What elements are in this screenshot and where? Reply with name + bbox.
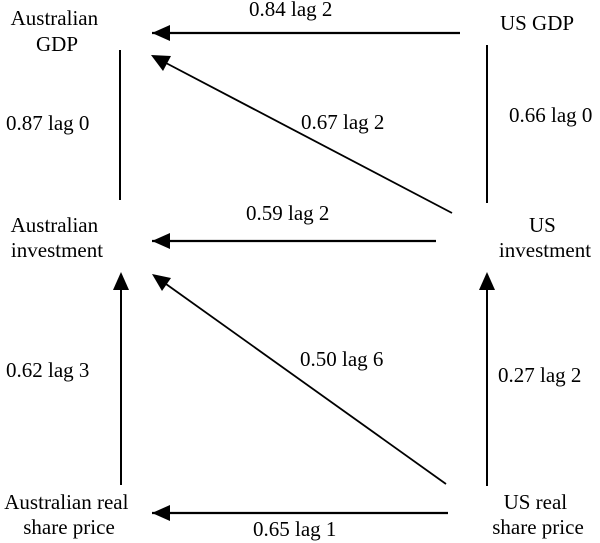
- arrowhead-us-investment-to-aus-investment: [152, 233, 170, 249]
- node-aus-investment: Australian investment: [11, 213, 104, 262]
- node-us-gdp: US GDP: [500, 11, 574, 35]
- node-aus-investment-line1: Australian: [11, 213, 99, 237]
- node-aus-share-price: Australian real share price: [4, 490, 133, 539]
- label-us-share-to-aus-share: 0.65 lag 1: [253, 517, 336, 541]
- node-aus-investment-line2: investment: [11, 238, 103, 262]
- node-us-share-price-line1: US real: [504, 490, 568, 514]
- node-aus-gdp-line2: GDP: [36, 32, 78, 56]
- label-us-investment-to-aus-gdp: 0.67 lag 2: [301, 110, 384, 134]
- node-us-investment-line2: investment: [499, 238, 591, 262]
- node-us-share-price: US real share price: [492, 490, 584, 539]
- label-aus-share-to-aus-investment: 0.62 lag 3: [6, 358, 89, 382]
- arrowhead-us-share-to-aus-share: [152, 505, 170, 521]
- label-us-gdp-us-investment: 0.66 lag 0: [509, 103, 592, 127]
- label-aus-gdp-aus-investment: 0.87 lag 0: [6, 111, 89, 135]
- arrowhead-us-investment-to-aus-gdp: [151, 55, 171, 71]
- node-us-investment: US investment: [499, 213, 591, 262]
- arrowhead-us-gdp-to-aus-gdp: [152, 25, 170, 41]
- arrowhead-us-share-to-aus-investment: [152, 274, 171, 291]
- node-us-investment-line1: US: [529, 213, 556, 237]
- node-aus-share-price-line1: Australian real: [4, 490, 128, 514]
- arrow-us-investment-to-aus-gdp: [165, 62, 453, 214]
- arrowhead-us-share-to-us-investment: [479, 272, 495, 290]
- arrow-us-share-to-aus-investment: [165, 283, 447, 485]
- node-aus-share-price-line2: share price: [23, 515, 115, 539]
- node-aus-gdp-line1: Australian: [11, 6, 99, 30]
- node-aus-gdp: Australian GDP: [11, 6, 104, 56]
- label-us-share-to-us-investment: 0.27 lag 2: [498, 363, 581, 387]
- label-us-investment-to-aus-investment: 0.59 lag 2: [246, 201, 329, 225]
- node-us-share-price-line2: share price: [492, 515, 584, 539]
- label-us-gdp-to-aus-gdp: 0.84 lag 2: [249, 0, 332, 21]
- arrowhead-aus-share-to-aus-investment: [113, 272, 129, 290]
- label-us-share-to-aus-investment: 0.50 lag 6: [300, 347, 383, 371]
- node-us-gdp-line1: US GDP: [500, 11, 574, 35]
